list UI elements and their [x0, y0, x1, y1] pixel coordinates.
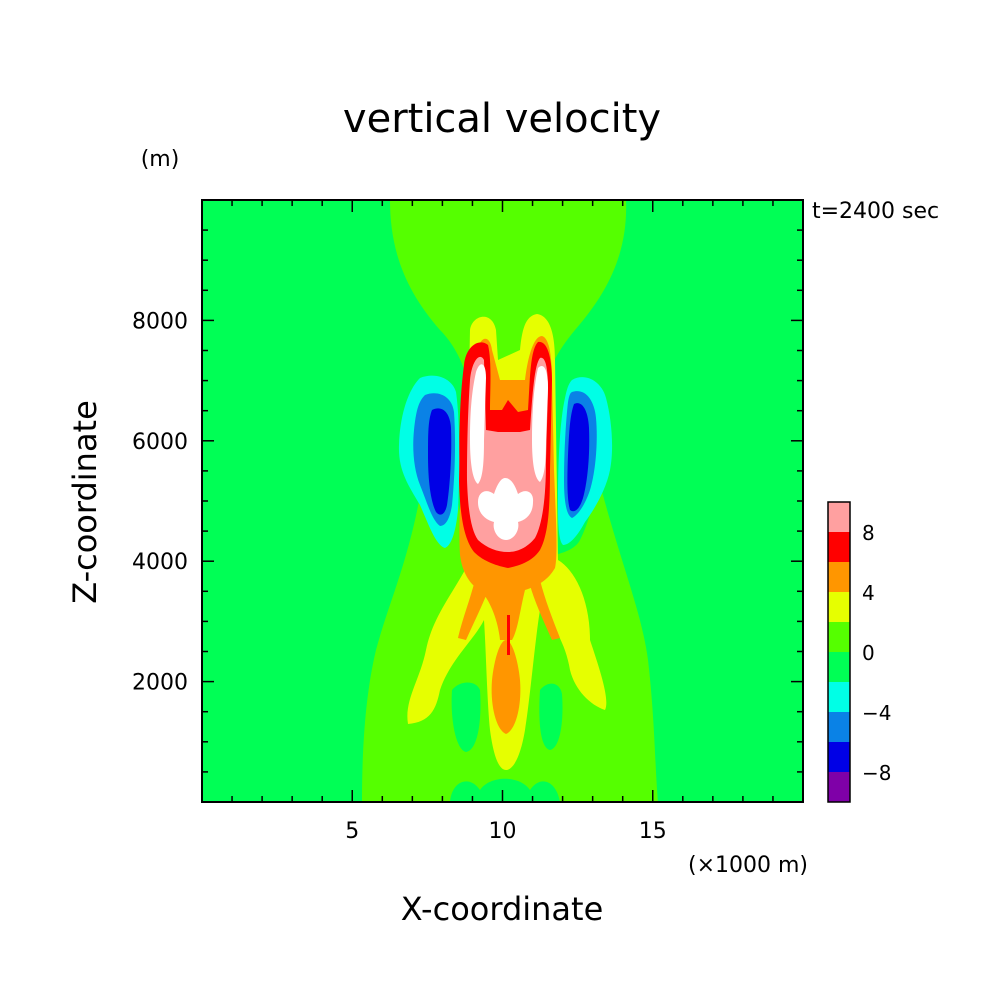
level-6-right-leg	[530, 580, 560, 640]
above-max-left-lobe	[470, 364, 486, 484]
colorbar-swatch	[828, 622, 850, 652]
lower-right-zero-pocket	[539, 683, 563, 750]
y-unit-label: (m)	[141, 147, 180, 172]
colorbar-swatch	[828, 652, 850, 682]
chart-title: vertical velocity	[343, 96, 661, 142]
axis-ticks	[202, 200, 803, 802]
above-max-central-core	[478, 478, 534, 540]
colorbar-swatch	[828, 502, 850, 532]
contour-field	[202, 200, 803, 802]
x-tick-label: 10	[489, 819, 517, 844]
level-2-envelope-upper	[390, 200, 627, 400]
colorbar-tick-label: −8	[862, 761, 891, 785]
left-downdraft-core	[428, 408, 452, 515]
above-max-right-lobe	[532, 366, 548, 482]
colorbar-swatch	[828, 772, 850, 802]
level-6-lower-core	[491, 640, 521, 734]
lower-left-zero-pocket	[451, 682, 481, 752]
y-axis-label: Z-coordinate	[66, 400, 104, 604]
time-label: t=2400 sec	[812, 199, 939, 224]
y-tick-label: 6000	[132, 430, 188, 455]
y-tick-label: 8000	[132, 309, 188, 334]
colorbar	[828, 502, 850, 802]
colorbar-swatch	[828, 562, 850, 592]
colorbar-swatch	[828, 532, 850, 562]
colorbar-tick-label: −4	[862, 701, 891, 725]
colorbar-swatch	[828, 742, 850, 772]
x-unit-label: (×1000 m)	[688, 853, 808, 878]
colorbar-frame	[827, 501, 851, 803]
x-tick-label: 15	[639, 819, 667, 844]
colorbar-tick-label: 8	[862, 521, 875, 545]
level-6-left-leg	[458, 580, 490, 640]
colorbar-tick-label: 4	[862, 581, 875, 605]
lower-thin-red-filament	[507, 615, 510, 655]
right-downdraft-core	[567, 403, 590, 512]
colorbar-swatch	[828, 682, 850, 712]
colorbar-swatch	[828, 712, 850, 742]
colorbar-swatch	[828, 592, 850, 622]
y-tick-label: 4000	[132, 550, 188, 575]
x-axis-label: X-coordinate	[401, 890, 604, 928]
bottom-zero-notch	[450, 778, 560, 802]
y-tick-label: 2000	[132, 671, 188, 696]
colorbar-tick-label: 0	[862, 641, 875, 665]
x-tick-label: 5	[345, 819, 359, 844]
